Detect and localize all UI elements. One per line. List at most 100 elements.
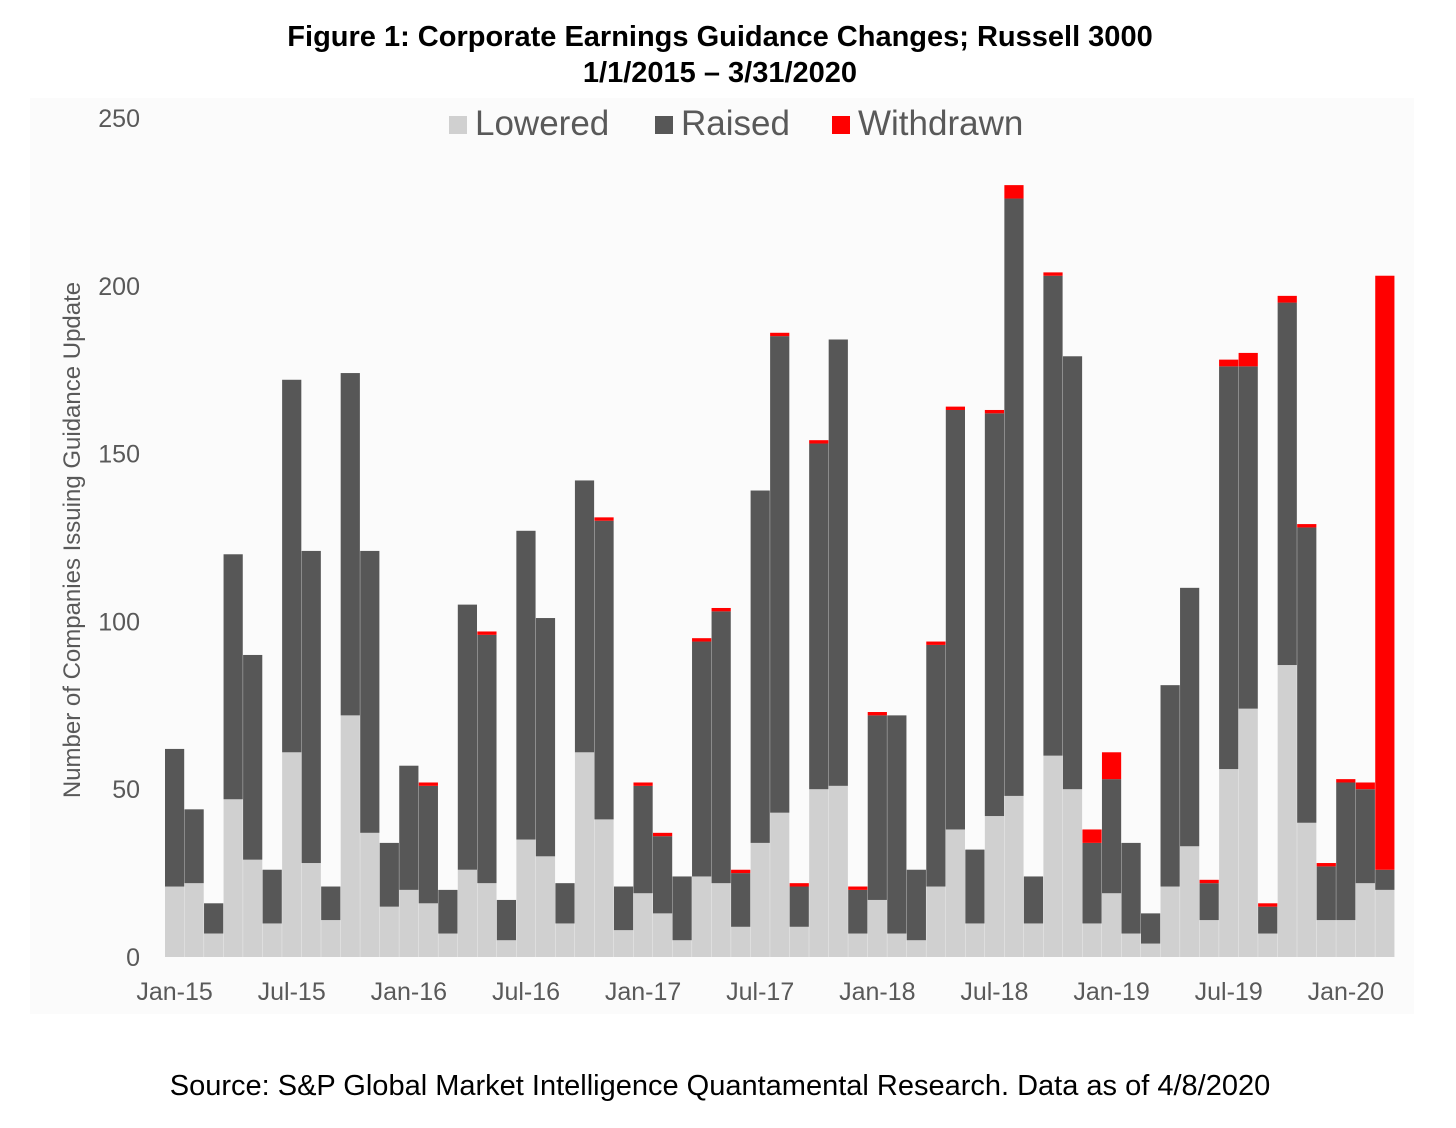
bar-raised-jun-17 xyxy=(731,873,751,927)
bar-raised-oct-16 xyxy=(574,480,595,753)
bar-lowered-oct-19 xyxy=(1277,665,1297,957)
bar-withdrawn-feb-16 xyxy=(418,782,438,786)
bar-lowered-dec-15 xyxy=(379,906,399,957)
bar-withdrawn-apr-17 xyxy=(692,638,712,642)
bar-lowered-feb-20 xyxy=(1355,883,1375,957)
bar-raised-jun-16 xyxy=(496,899,517,941)
y-tick-label: 100 xyxy=(98,608,140,636)
bar-withdrawn-oct-17 xyxy=(809,440,829,444)
bar-lowered-oct-16 xyxy=(574,752,595,957)
bar-raised-apr-16 xyxy=(457,604,477,870)
bar-lowered-jul-16 xyxy=(516,839,536,957)
bar-raised-sep-19 xyxy=(1258,906,1278,934)
bar-raised-nov-16 xyxy=(594,520,614,820)
x-tick-label: Jan-15 xyxy=(136,978,212,1006)
legend-label-withdrawn: Withdrawn xyxy=(858,104,1023,143)
bar-raised-dec-18 xyxy=(1082,842,1102,924)
bar-lowered-jan-18 xyxy=(867,899,887,957)
bar-lowered-may-19 xyxy=(1180,846,1200,957)
bar-raised-mar-15 xyxy=(204,903,224,934)
bar-raised-feb-19 xyxy=(1121,842,1141,934)
bar-raised-dec-16 xyxy=(613,886,634,931)
bar-withdrawn-sep-17 xyxy=(789,883,809,887)
bar-lowered-sep-19 xyxy=(1258,933,1278,957)
bar-raised-may-16 xyxy=(477,634,497,884)
bar-raised-aug-17 xyxy=(770,336,790,813)
source-note: Source: S&P Global Market Intelligence Q… xyxy=(169,1070,1271,1102)
bar-raised-dec-15 xyxy=(379,842,399,907)
bar-raised-sep-15 xyxy=(321,886,341,921)
bar-lowered-sep-16 xyxy=(555,923,575,957)
legend-swatch-withdrawn xyxy=(832,116,850,134)
bar-withdrawn-aug-18 xyxy=(1004,185,1024,199)
y-tick-label: 0 xyxy=(126,944,140,972)
bar-withdrawn-jul-19 xyxy=(1219,359,1239,367)
bar-raised-feb-18 xyxy=(887,715,907,934)
bar-raised-nov-15 xyxy=(360,550,380,833)
bar-raised-may-15 xyxy=(243,654,263,860)
bar-raised-jan-17 xyxy=(633,785,653,894)
bar-withdrawn-feb-17 xyxy=(653,832,673,837)
bar-raised-jun-18 xyxy=(965,849,985,924)
x-tick-label: Jul-18 xyxy=(960,978,1028,1006)
bar-withdrawn-jan-18 xyxy=(867,712,887,716)
x-tick-label: Jan-16 xyxy=(371,978,447,1006)
bar-raised-feb-15 xyxy=(184,809,204,884)
bar-raised-jan-18 xyxy=(867,715,887,900)
bar-lowered-jun-16 xyxy=(496,940,517,957)
bar-lowered-jan-16 xyxy=(399,889,419,957)
bar-raised-oct-15 xyxy=(340,373,360,716)
bar-withdrawn-may-17 xyxy=(711,607,731,612)
bar-lowered-mar-18 xyxy=(906,940,926,957)
y-axis-ticks: 0 50 100 150 200 250 xyxy=(98,105,140,972)
x-tick-label: Jul-19 xyxy=(1195,978,1263,1006)
legend-swatch-raised xyxy=(655,116,673,134)
bars-layer xyxy=(165,185,1395,957)
bar-raised-jul-16 xyxy=(516,530,536,840)
bar-raised-sep-16 xyxy=(555,883,575,924)
x-tick-label: Jan-17 xyxy=(605,978,681,1006)
y-tick-label: 50 xyxy=(112,776,140,804)
x-tick-label: Jul-15 xyxy=(258,978,326,1006)
y-tick-label: 150 xyxy=(98,441,140,469)
bar-lowered-jan-20 xyxy=(1336,920,1356,957)
x-tick-label: Jan-19 xyxy=(1073,978,1149,1006)
bar-withdrawn-jun-19 xyxy=(1199,879,1219,884)
bar-lowered-feb-17 xyxy=(653,913,673,957)
bar-raised-jan-16 xyxy=(399,765,419,890)
bar-withdrawn-mar-20 xyxy=(1375,275,1395,870)
bar-raised-jul-18 xyxy=(984,413,1005,817)
bar-lowered-jul-19 xyxy=(1219,769,1239,957)
bar-lowered-aug-18 xyxy=(1004,795,1024,957)
bar-withdrawn-feb-20 xyxy=(1355,782,1375,790)
bar-lowered-nov-19 xyxy=(1297,822,1317,957)
bar-raised-mar-20 xyxy=(1375,869,1395,890)
bar-lowered-jan-17 xyxy=(633,893,653,957)
x-tick-label: Jan-18 xyxy=(839,978,915,1006)
bar-lowered-sep-17 xyxy=(789,926,809,957)
bar-lowered-feb-16 xyxy=(418,903,438,957)
bar-lowered-apr-18 xyxy=(926,886,946,957)
bar-raised-nov-18 xyxy=(1062,356,1083,790)
bar-withdrawn-aug-19 xyxy=(1238,352,1258,367)
bar-raised-oct-19 xyxy=(1277,302,1297,666)
bar-lowered-jan-15 xyxy=(165,886,185,957)
bar-raised-apr-18 xyxy=(926,644,946,887)
bar-lowered-mar-16 xyxy=(438,933,458,957)
bar-lowered-sep-15 xyxy=(321,920,341,957)
bar-raised-apr-15 xyxy=(223,554,243,800)
bar-raised-jun-15 xyxy=(262,869,282,924)
bar-raised-oct-18 xyxy=(1043,275,1063,756)
bar-withdrawn-dec-19 xyxy=(1316,863,1336,867)
bar-raised-oct-17 xyxy=(809,443,829,790)
bar-lowered-oct-15 xyxy=(340,715,360,957)
legend-label-lowered: Lowered xyxy=(475,104,609,143)
bar-raised-dec-19 xyxy=(1316,866,1336,921)
bar-withdrawn-dec-17 xyxy=(848,886,868,890)
bar-raised-aug-18 xyxy=(1004,198,1024,796)
bar-raised-dec-17 xyxy=(848,889,868,934)
bar-raised-jun-19 xyxy=(1199,883,1219,921)
bar-withdrawn-may-18 xyxy=(945,406,965,410)
y-tick-label: 250 xyxy=(98,105,140,133)
bar-withdrawn-may-16 xyxy=(477,631,497,635)
